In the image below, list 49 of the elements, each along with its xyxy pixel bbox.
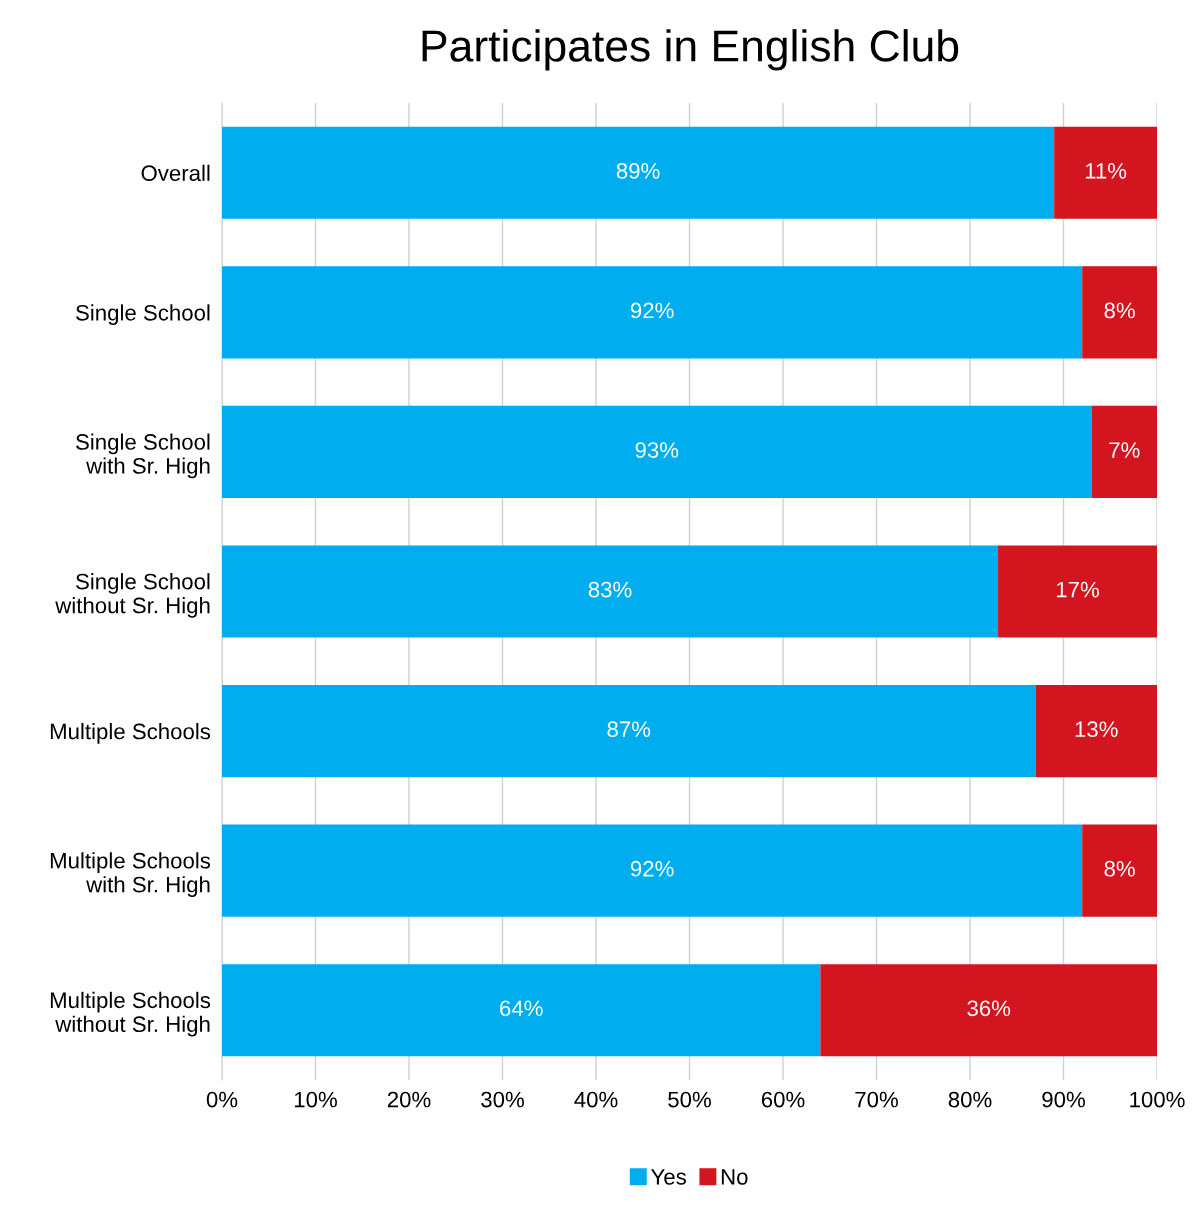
y-tick-label: Single School with Sr. High [76,433,210,479]
x-tick-label: 30% [481,1091,524,1108]
bar [222,266,1083,359]
data-label: 13% [1075,721,1118,738]
y-tick-label: Overall [141,164,210,182]
data-label: 93% [635,442,679,458]
x-tick-label: 20% [387,1091,431,1108]
data-label: 92% [630,302,674,319]
bar [222,126,1055,219]
x-tick-label: 60% [761,1091,805,1108]
y-tick-label: Single School [76,304,210,326]
bar [1091,405,1157,498]
bar [820,964,1157,1057]
x-tick-label: 100% [1130,1091,1185,1108]
legend-label: Yes [650,1169,686,1185]
bar [1054,126,1157,219]
data-label: 11% [1085,163,1127,179]
data-label: 89% [616,163,660,179]
y-tick-label: Multiple Schools without Sr. High [50,991,211,1037]
bar [222,545,999,638]
bar [222,824,1083,917]
bar [222,685,1036,778]
data-label: 83% [588,581,632,598]
y-tick-label: Multiple Schools with Sr. High [50,852,211,897]
chart-title: Participates in English Club [422,29,959,71]
data-label: 64% [500,1000,543,1017]
y-tick-label: Single School without Sr. High [55,573,210,618]
x-tick-label: 10% [294,1091,337,1108]
data-label: 8% [1104,860,1135,877]
bar [222,405,1092,498]
data-label: 36% [967,1000,1011,1017]
x-tick-label: 90% [1042,1091,1085,1108]
x-tick-label: 70% [855,1091,898,1108]
data-label: 87% [607,721,651,738]
bar [1035,685,1157,778]
bar [1082,824,1157,917]
x-tick-label: 0% [206,1091,238,1108]
x-tick-label: 40% [574,1091,618,1108]
bar [998,545,1157,638]
x-tick-label: 80% [948,1091,992,1108]
data-label: 92% [630,860,674,877]
x-tick-label: 50% [668,1091,711,1108]
y-tick-label: Multiple Schools [50,723,211,744]
data-label: 17% [1056,581,1099,598]
data-label: 7% [1109,442,1140,458]
legend-label: No [721,1169,748,1185]
bar [222,964,821,1057]
bar [1082,266,1157,359]
data-label: 8% [1104,302,1135,319]
